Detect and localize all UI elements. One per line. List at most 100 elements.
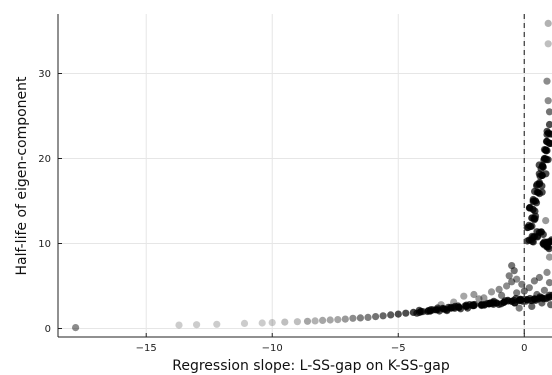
data-point: [547, 301, 552, 309]
x-tick-label: −15: [136, 343, 157, 354]
axes-frame: [57, 14, 552, 338]
y-axis-label: Half-life of eigen-component: [14, 76, 30, 276]
data-point: [429, 306, 437, 314]
data-point: [535, 273, 544, 282]
data-point: [534, 295, 542, 303]
data-point: [281, 318, 289, 326]
data-point: [471, 300, 479, 309]
data-point: [462, 301, 470, 309]
data-point: [213, 320, 221, 328]
data-point: [513, 275, 521, 283]
data-point: [519, 297, 527, 305]
data-point: [523, 224, 531, 232]
data-point: [268, 319, 276, 327]
y-tick-label: 10: [38, 239, 51, 250]
data-point: [547, 139, 552, 147]
data-point: [334, 316, 342, 324]
data-point: [545, 108, 552, 116]
data-point: [544, 19, 552, 27]
data-point: [394, 310, 402, 318]
y-tick-labels: 0 10 20 30: [38, 69, 62, 335]
data-point: [545, 279, 552, 287]
data-point: [545, 253, 552, 261]
data-point: [542, 170, 550, 178]
data-point: [542, 217, 550, 225]
data-point: [72, 324, 80, 332]
data-point: [475, 295, 483, 303]
data-point: [530, 197, 538, 205]
data-point: [513, 289, 521, 297]
data-point: [364, 313, 372, 321]
data-point: [537, 165, 545, 173]
data-point: [542, 294, 551, 302]
y-tick-label: 20: [38, 154, 51, 165]
data-point: [372, 313, 380, 321]
data-point: [349, 314, 357, 322]
data-point: [240, 319, 249, 327]
data-point: [505, 272, 513, 280]
data-point: [544, 40, 552, 48]
data-point: [258, 319, 266, 327]
data-point: [379, 312, 387, 320]
data-point: [495, 285, 503, 293]
data-point: [303, 317, 312, 325]
data-point: [487, 288, 496, 296]
data-point: [523, 237, 531, 245]
data-point: [531, 187, 539, 195]
data-point: [193, 321, 201, 329]
data-point: [454, 302, 462, 310]
data-point: [543, 146, 551, 155]
data-point: [529, 233, 537, 241]
data-point: [293, 318, 301, 326]
data-point: [175, 321, 183, 329]
data-point: [484, 299, 492, 307]
data-point: [520, 287, 528, 295]
data-point: [387, 311, 395, 319]
data-point: [416, 308, 424, 317]
data-point: [311, 317, 319, 325]
x-tick-label: 0: [521, 343, 527, 354]
y-tick-label: 0: [45, 324, 51, 335]
data-point: [470, 290, 478, 299]
data-point: [497, 300, 505, 308]
x-axis-label: Regression slope: L-SS-gap on K-SS-gap: [172, 358, 450, 374]
data-point: [439, 304, 447, 312]
data-point: [508, 278, 516, 286]
y-tick-label: 30: [38, 69, 51, 80]
data-point: [543, 268, 551, 276]
data-point: [356, 314, 364, 322]
data-point: [542, 155, 550, 163]
data-point: [326, 316, 334, 324]
data-point: [477, 301, 486, 310]
data-point: [423, 307, 432, 316]
data-point: [539, 230, 547, 238]
data-point: [549, 291, 552, 299]
data-point: [533, 228, 541, 236]
data-point: [530, 214, 538, 222]
data-point: [460, 292, 468, 300]
data-point: [545, 120, 552, 129]
points-layer: [72, 19, 552, 332]
data-point: [508, 262, 516, 270]
data-point: [490, 297, 498, 305]
data-point: [341, 315, 349, 323]
data-point: [548, 130, 552, 138]
data-point: [515, 304, 523, 312]
data-point: [533, 180, 541, 188]
data-point: [319, 316, 327, 324]
data-point: [480, 294, 488, 302]
data-point: [498, 291, 506, 299]
x-tick-label: −5: [391, 343, 406, 354]
data-point: [543, 77, 551, 85]
x-tick-labels: −15 −10 −5 0: [136, 333, 527, 354]
data-point: [503, 282, 511, 290]
data-point: [531, 207, 539, 215]
data-point: [526, 203, 534, 212]
data-point: [518, 280, 526, 288]
data-point: [544, 97, 552, 105]
data-point: [540, 286, 549, 294]
data-point: [504, 296, 512, 304]
data-point: [544, 238, 552, 246]
x-tick-label: −10: [262, 343, 283, 354]
